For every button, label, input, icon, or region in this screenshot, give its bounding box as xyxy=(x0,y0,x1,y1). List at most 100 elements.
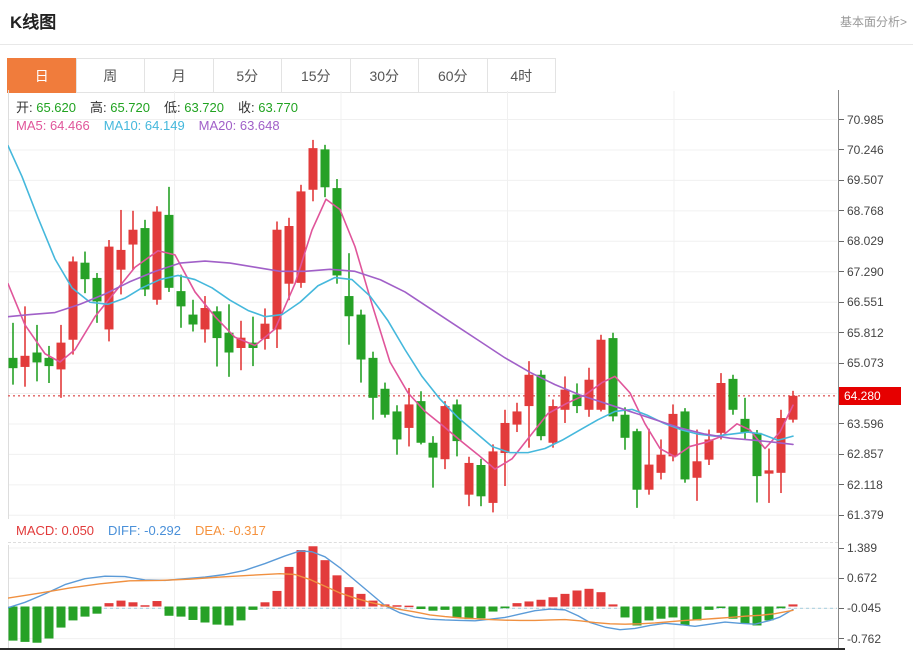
macd-bar xyxy=(56,606,66,628)
macd-bar xyxy=(104,603,114,607)
tab-period-4[interactable]: 15分 xyxy=(281,58,351,93)
candle xyxy=(308,139,318,202)
candle xyxy=(116,209,126,295)
readout-item: 开: 65.620 xyxy=(16,100,76,115)
macd-bar xyxy=(452,606,462,618)
candle xyxy=(296,184,306,288)
candle xyxy=(80,251,90,294)
candle xyxy=(716,373,726,440)
macd-bar xyxy=(296,550,306,607)
candle xyxy=(104,240,114,342)
candle xyxy=(740,397,750,440)
macd-bar xyxy=(92,606,102,614)
y-axis-label: 67.290 xyxy=(839,264,884,280)
y-axis-label: 70.246 xyxy=(839,142,884,158)
macd-bar xyxy=(116,600,126,607)
macd-bar xyxy=(164,606,174,616)
macd-bar xyxy=(320,560,330,607)
macd-bar xyxy=(308,546,318,607)
macd-bar xyxy=(788,604,798,607)
candle xyxy=(164,186,174,292)
macd-bar xyxy=(260,602,270,607)
tab-period-7[interactable]: 4时 xyxy=(486,58,556,93)
macd-bar xyxy=(560,593,570,607)
macd-bar xyxy=(692,606,702,621)
ohlc-readout: 开: 65.620 高: 65.720 低: 63.720 收: 63.770 xyxy=(16,97,312,116)
macd-bar xyxy=(200,606,210,623)
y-axis-label: -0.762 xyxy=(839,631,881,647)
macd-bar xyxy=(584,588,594,607)
candle xyxy=(380,382,390,418)
y-axis-line xyxy=(838,90,839,650)
readout-item: 收: 63.770 xyxy=(238,100,298,115)
candle xyxy=(752,429,762,503)
candle xyxy=(8,322,18,385)
candle xyxy=(620,407,630,450)
y-axis-label: 65.073 xyxy=(839,355,884,371)
macd-bar xyxy=(272,590,282,607)
candle xyxy=(236,320,246,371)
header-divider xyxy=(0,44,913,45)
macd-bar xyxy=(284,566,294,607)
candle xyxy=(464,456,474,507)
macd-readout: MACD: 0.050 DIFF: -0.292 DEA: -0.317 xyxy=(16,523,280,538)
candle xyxy=(140,219,150,297)
macd-bar xyxy=(656,606,666,619)
macd-bar xyxy=(488,606,498,612)
readout-item: DIFF: -0.292 xyxy=(108,523,182,538)
macd-bar xyxy=(572,590,582,607)
candle xyxy=(488,444,498,513)
candle xyxy=(20,306,30,387)
y-axis-label: 0.672 xyxy=(839,570,877,586)
candle xyxy=(344,253,354,345)
y-axis-label: -0.045 xyxy=(839,600,881,616)
diff-line xyxy=(8,550,794,631)
tab-period-3[interactable]: 5分 xyxy=(212,58,282,93)
candle xyxy=(404,387,414,447)
y-axis-label: 68.768 xyxy=(839,203,884,219)
macd-bar xyxy=(68,606,78,621)
candle xyxy=(560,376,570,423)
tab-period-6[interactable]: 60分 xyxy=(418,58,488,93)
candle xyxy=(248,316,258,367)
y-axis-label: 70.985 xyxy=(839,112,884,128)
tab-period-5[interactable]: 30分 xyxy=(349,58,419,93)
macd-bar xyxy=(188,606,198,620)
y-axis-label: 69.507 xyxy=(839,172,884,188)
fundamental-analysis-link[interactable]: 基本面分析> xyxy=(839,15,907,29)
macd-bar xyxy=(128,602,138,607)
candle xyxy=(476,458,486,507)
macd-bar xyxy=(392,605,402,607)
candle xyxy=(512,402,522,433)
tab-period-1[interactable]: 周 xyxy=(75,58,145,93)
macd-bar xyxy=(140,605,150,607)
tab-period-2[interactable]: 月 xyxy=(144,58,214,93)
dea-line xyxy=(8,572,794,625)
macd-bar xyxy=(764,606,774,621)
candle xyxy=(548,399,558,448)
candle xyxy=(392,405,402,455)
ma20-line xyxy=(8,260,794,446)
tab-period-0[interactable]: 日 xyxy=(7,58,77,93)
candle xyxy=(152,206,162,305)
macd-bar xyxy=(224,606,234,626)
macd-bar xyxy=(704,606,714,610)
macd-bar xyxy=(716,606,726,609)
bottom-border xyxy=(0,648,845,650)
readout-item: DEA: -0.317 xyxy=(195,523,266,538)
macd-bar xyxy=(80,606,90,617)
candle xyxy=(596,334,606,412)
macd-bar xyxy=(44,606,54,639)
macd-bar xyxy=(20,606,30,642)
y-axis-label: 62.857 xyxy=(839,446,884,462)
readout-item: 高: 65.720 xyxy=(90,100,150,115)
page-title: K线图 xyxy=(10,13,57,32)
macd-bar xyxy=(644,606,654,621)
candle xyxy=(668,404,678,462)
candle xyxy=(440,401,450,470)
macd-bar xyxy=(428,606,438,611)
y-axis-label: 1.389 xyxy=(839,540,877,556)
candle xyxy=(200,296,210,343)
macd-bar xyxy=(668,606,678,618)
macd-bar xyxy=(620,606,630,618)
